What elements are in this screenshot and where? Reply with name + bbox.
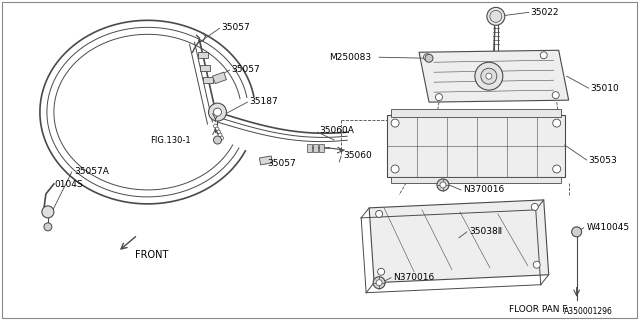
Text: FIG.130-1: FIG.130-1 — [150, 136, 190, 145]
Circle shape — [44, 223, 52, 231]
Circle shape — [572, 227, 582, 237]
Bar — [307, 144, 312, 152]
Circle shape — [218, 133, 222, 137]
Bar — [200, 65, 210, 71]
Circle shape — [487, 7, 505, 25]
Circle shape — [391, 165, 399, 173]
Text: 35057A: 35057A — [74, 167, 109, 176]
Text: N370016: N370016 — [393, 273, 435, 282]
Bar — [391, 109, 561, 117]
Circle shape — [553, 119, 561, 127]
Circle shape — [376, 280, 382, 286]
Circle shape — [553, 165, 561, 173]
Bar — [202, 77, 212, 83]
Text: 35060A: 35060A — [319, 125, 354, 135]
Circle shape — [440, 182, 446, 188]
Text: M250083: M250083 — [329, 53, 371, 62]
Circle shape — [540, 52, 547, 59]
Circle shape — [425, 54, 433, 62]
Circle shape — [214, 108, 221, 116]
Circle shape — [475, 62, 503, 90]
Bar — [313, 144, 318, 152]
Bar — [259, 156, 273, 165]
Text: 35022: 35022 — [531, 8, 559, 17]
Circle shape — [216, 130, 221, 134]
Circle shape — [391, 119, 399, 127]
Circle shape — [215, 127, 219, 131]
Text: 35010: 35010 — [591, 84, 620, 93]
Bar — [198, 52, 207, 58]
Text: 35057: 35057 — [268, 159, 296, 169]
Bar — [387, 115, 564, 177]
Circle shape — [486, 73, 492, 79]
Circle shape — [481, 68, 497, 84]
Text: 35053: 35053 — [589, 156, 618, 164]
Text: 35187: 35187 — [250, 97, 278, 106]
Circle shape — [220, 136, 223, 140]
Circle shape — [490, 10, 502, 22]
Circle shape — [376, 210, 383, 217]
Text: 35060: 35060 — [343, 150, 372, 159]
Circle shape — [42, 206, 54, 218]
Circle shape — [214, 124, 218, 128]
Text: W410045: W410045 — [587, 223, 630, 232]
Circle shape — [214, 136, 221, 144]
Circle shape — [552, 92, 559, 99]
Bar — [319, 144, 324, 152]
Circle shape — [435, 94, 442, 100]
Text: 0104S: 0104S — [55, 180, 83, 189]
Polygon shape — [369, 200, 548, 283]
Circle shape — [531, 204, 538, 210]
Circle shape — [424, 54, 431, 61]
Circle shape — [209, 103, 227, 121]
Circle shape — [437, 179, 449, 191]
Circle shape — [373, 277, 385, 289]
Text: FRONT: FRONT — [134, 250, 168, 260]
Text: FLOOR PAN F: FLOOR PAN F — [509, 305, 567, 314]
Text: 35057: 35057 — [232, 65, 260, 74]
Polygon shape — [419, 50, 569, 102]
Bar — [391, 177, 561, 183]
Text: 35057: 35057 — [221, 23, 250, 32]
Text: A350001296: A350001296 — [564, 307, 612, 316]
Circle shape — [533, 261, 540, 268]
Bar — [212, 72, 227, 84]
Circle shape — [378, 268, 385, 275]
Text: N370016: N370016 — [463, 185, 504, 195]
Text: 35038Ⅱ: 35038Ⅱ — [469, 227, 502, 236]
